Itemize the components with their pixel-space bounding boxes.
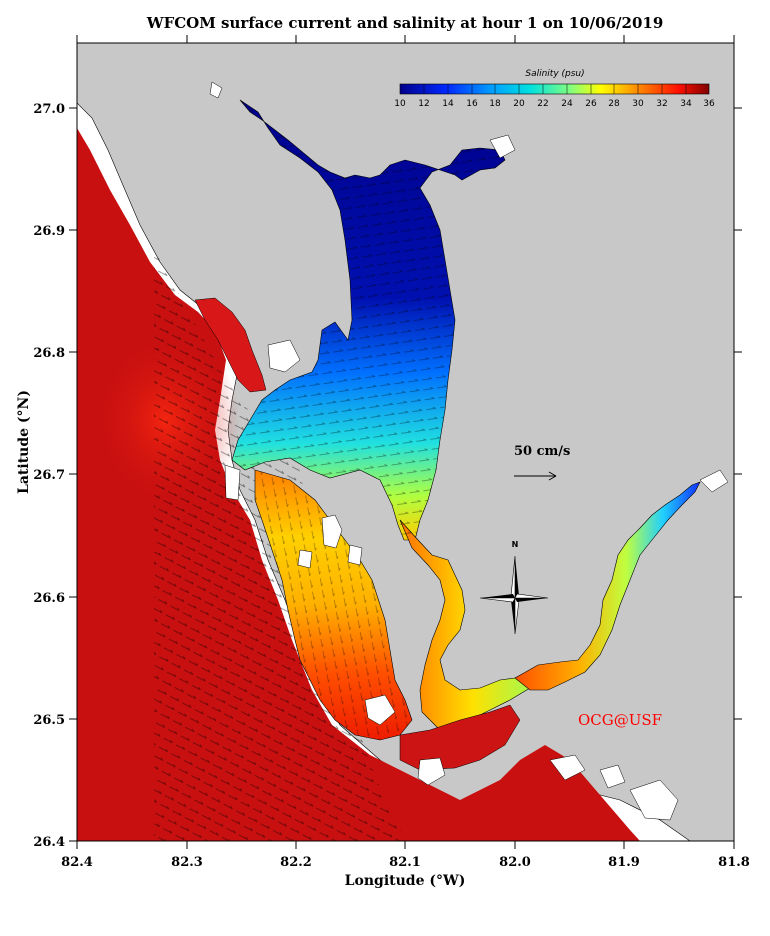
colorbar-label-34: 34 <box>680 99 692 109</box>
axis-ticks <box>69 35 742 849</box>
x-tick-labels: 82.4 82.3 82.2 82.1 82.0 81.9 81.8 <box>61 855 750 870</box>
colorbar-gradient <box>399 83 710 95</box>
colorbar-label-20: 20 <box>513 99 525 109</box>
north-label: N <box>512 540 519 549</box>
colorbar-label-30: 30 <box>632 99 644 109</box>
x-tick-81-8: 81.8 <box>718 855 750 870</box>
y-tick-labels: 27.0 26.9 26.8 26.7 26.6 26.5 26.4 <box>33 102 65 850</box>
scale-vector: 50 cm/s <box>514 444 570 481</box>
y-tick-26-4: 26.4 <box>33 835 65 850</box>
colorbar-label-22: 22 <box>537 99 548 109</box>
colorbar-label-24: 24 <box>561 99 573 109</box>
x-tick-81-9: 81.9 <box>608 855 640 870</box>
colorbar-label-10: 10 <box>394 99 406 109</box>
colorbar-label-12: 12 <box>418 99 429 109</box>
north-arrow-icon: N <box>479 540 549 635</box>
x-tick-82-2: 82.2 <box>280 855 312 870</box>
y-tick-26-6: 26.6 <box>33 591 65 606</box>
y-tick-26-7: 26.7 <box>33 468 65 483</box>
salinity-colorbar: Salinity (psu) 10 12 14 16 18 20 22 24 2… <box>394 69 715 109</box>
colorbar-label-28: 28 <box>608 99 620 109</box>
x-tick-82-0: 82.0 <box>499 855 531 870</box>
scale-vector-label: 50 cm/s <box>514 444 570 459</box>
x-tick-82-3: 82.3 <box>171 855 203 870</box>
colorbar-label-16: 16 <box>466 99 478 109</box>
y-tick-27-0: 27.0 <box>33 102 65 117</box>
credit-label: OCG@USF <box>578 711 662 729</box>
colorbar-label-26: 26 <box>585 99 597 109</box>
colorbar-label-14: 14 <box>442 99 454 109</box>
y-tick-26-5: 26.5 <box>33 713 65 728</box>
map-title: WFCOM surface current and salinity at ho… <box>146 14 664 32</box>
x-axis-title: Longitude (°W) <box>345 873 466 889</box>
x-tick-82-1: 82.1 <box>389 855 421 870</box>
x-tick-82-4: 82.4 <box>61 855 93 870</box>
y-tick-26-8: 26.8 <box>33 346 65 361</box>
y-axis-title: Latitude (°N) <box>16 390 32 494</box>
caloosahatchee-river <box>514 481 701 691</box>
colorbar-label-18: 18 <box>489 99 501 109</box>
colorbar-label-36: 36 <box>703 99 715 109</box>
y-tick-26-9: 26.9 <box>33 224 65 239</box>
colorbar-title: Salinity (psu) <box>525 69 584 79</box>
colorbar-label-32: 32 <box>656 99 667 109</box>
